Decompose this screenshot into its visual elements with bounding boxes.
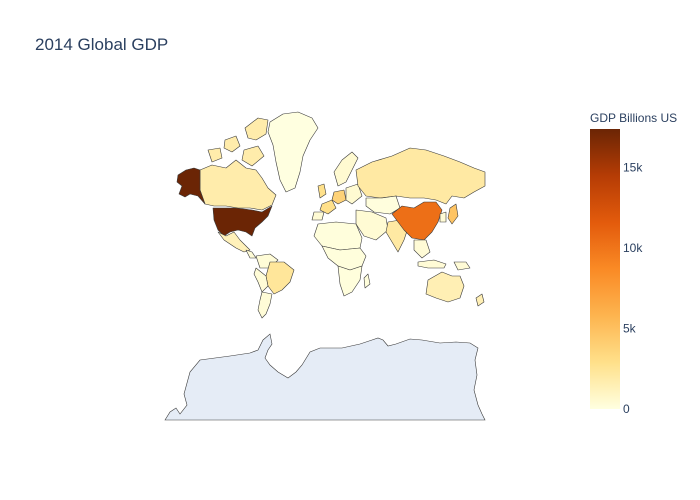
country-japan[interactable] <box>447 203 459 225</box>
country-russia[interactable] <box>355 147 486 205</box>
country-africa-south[interactable] <box>337 265 363 297</box>
country-greenland[interactable] <box>267 111 319 193</box>
country-new-zealand[interactable] <box>475 293 485 307</box>
country-canada-island-3[interactable] <box>207 147 223 163</box>
colorbar <box>590 129 620 409</box>
country-germany[interactable] <box>331 189 347 205</box>
country-southeast-asia[interactable] <box>413 239 431 259</box>
country-united-kingdom[interactable] <box>317 183 327 199</box>
country-middle-east[interactable] <box>355 209 389 241</box>
colorbar-tick-label: 15k <box>623 161 643 175</box>
country-iberia[interactable] <box>311 211 325 221</box>
world-map[interactable] <box>164 111 486 421</box>
country-south-america-west[interactable] <box>253 267 269 293</box>
colorbar-tick-label: 5k <box>623 322 637 336</box>
chart-title: 2014 Global GDP <box>35 35 168 54</box>
country-canada[interactable] <box>199 159 277 211</box>
colorbar-tick-label: 0 <box>623 402 630 416</box>
country-canada-island-2[interactable] <box>223 135 241 153</box>
country-china[interactable] <box>391 201 443 241</box>
country-united-states[interactable] <box>212 205 273 237</box>
country-alaska[interactable] <box>176 167 206 205</box>
country-south-america-south[interactable] <box>257 291 273 319</box>
country-africa-north[interactable] <box>313 221 363 251</box>
country-france[interactable] <box>319 199 337 215</box>
country-new-guinea[interactable] <box>453 261 471 271</box>
country-antarctica[interactable] <box>164 333 486 421</box>
country-africa-central[interactable] <box>321 245 367 271</box>
colorbar-ticks: 0 5k 10k 15k <box>623 161 643 416</box>
country-canada-island-4[interactable] <box>241 145 265 167</box>
colorbar-title: GDP Billions US <box>590 111 677 125</box>
country-europe-east[interactable] <box>345 183 363 205</box>
country-indonesia[interactable] <box>417 259 447 269</box>
colorbar-tick-label: 10k <box>623 241 643 255</box>
country-canada-islands[interactable] <box>244 117 269 141</box>
country-brazil[interactable] <box>265 261 295 295</box>
country-central-asia[interactable] <box>365 195 401 215</box>
country-madagascar[interactable] <box>363 273 371 289</box>
country-scandinavia[interactable] <box>333 151 359 187</box>
country-mexico[interactable] <box>217 231 251 253</box>
country-australia[interactable] <box>425 271 465 303</box>
country-korea[interactable] <box>439 211 447 223</box>
country-central-america[interactable] <box>245 249 257 259</box>
